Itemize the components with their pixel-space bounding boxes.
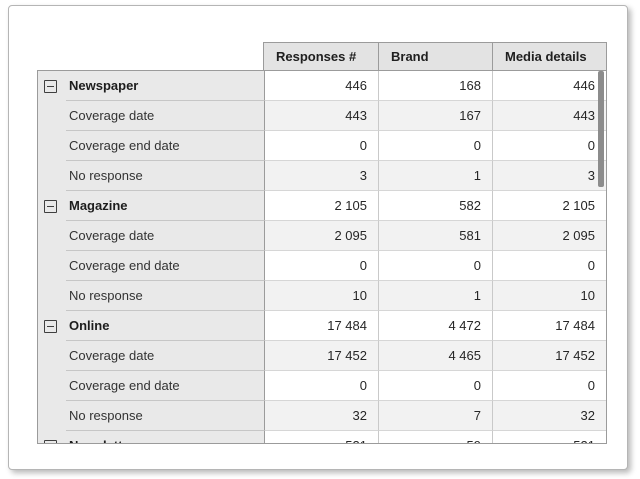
value-cell: 443 xyxy=(264,101,378,131)
value-cell: 2 095 xyxy=(492,221,606,251)
value-cell: 0 xyxy=(492,131,606,161)
data-grid: Responses # Brand Media details Newspape… xyxy=(37,42,607,444)
row-label: Coverage end date xyxy=(38,131,264,161)
row-label[interactable]: Online xyxy=(38,311,264,341)
value-cell: 2 105 xyxy=(492,191,606,221)
content-card: Responses # Brand Media details Newspape… xyxy=(8,5,628,470)
value-cell: 2 105 xyxy=(264,191,378,221)
sub-row: Coverage date 2 095 581 2 095 xyxy=(38,221,606,251)
row-label: Coverage end date xyxy=(38,371,264,401)
row-label: Coverage date xyxy=(38,101,264,131)
row-label-text: Online xyxy=(69,318,110,333)
sub-row: No response 3 1 3 xyxy=(38,161,606,191)
row-label-text: No response xyxy=(69,168,143,183)
row-label: Coverage date xyxy=(38,221,264,251)
value-cell: 10 xyxy=(264,281,378,311)
collapse-minus-icon[interactable] xyxy=(44,320,57,333)
column-header-media-details[interactable]: Media details xyxy=(492,43,606,70)
row-label[interactable]: Newsletter xyxy=(38,431,264,443)
grid-header-row: Responses # Brand Media details xyxy=(263,42,607,70)
value-cell: 0 xyxy=(492,371,606,401)
row-label: No response xyxy=(38,401,264,431)
sub-row: No response 10 1 10 xyxy=(38,281,606,311)
value-cell: 59 xyxy=(378,431,492,443)
row-label: No response xyxy=(38,281,264,311)
value-cell: 167 xyxy=(378,101,492,131)
value-cell: 4 465 xyxy=(378,341,492,371)
group-row: Newsletter 52159521 xyxy=(38,431,606,443)
row-label-text: Coverage end date xyxy=(69,138,180,153)
value-cell: 168 xyxy=(378,71,492,101)
row-label[interactable]: Magazine xyxy=(38,191,264,221)
value-cell: 0 xyxy=(264,251,378,281)
value-cell: 1 xyxy=(378,161,492,191)
value-cell: 0 xyxy=(378,251,492,281)
value-cell: 10 xyxy=(492,281,606,311)
value-cell: 32 xyxy=(492,401,606,431)
value-cell: 581 xyxy=(378,221,492,251)
row-label-text: Newsletter xyxy=(69,438,135,443)
value-cell: 2 095 xyxy=(264,221,378,251)
vertical-scrollbar-thumb[interactable] xyxy=(598,71,604,187)
value-cell: 446 xyxy=(492,71,606,101)
value-cell: 17 484 xyxy=(264,311,378,341)
row-label-text: Newspaper xyxy=(69,78,139,93)
row-label-text: Magazine xyxy=(69,198,128,213)
sub-row: Coverage date 443 167 443 xyxy=(38,101,606,131)
row-label-text: No response xyxy=(69,288,143,303)
row-label-text: Coverage end date xyxy=(69,258,180,273)
value-cell: 0 xyxy=(264,131,378,161)
value-cell: 4 472 xyxy=(378,311,492,341)
sub-row: No response 32 7 32 xyxy=(38,401,606,431)
value-cell: 0 xyxy=(378,131,492,161)
sub-row: Coverage date 17 452 4 465 17 452 xyxy=(38,341,606,371)
value-cell: 0 xyxy=(264,371,378,401)
value-cell: 17 452 xyxy=(492,341,606,371)
value-cell: 0 xyxy=(378,371,492,401)
row-label[interactable]: Newspaper xyxy=(38,71,264,101)
value-cell: 32 xyxy=(264,401,378,431)
row-label-text: Coverage end date xyxy=(69,378,180,393)
value-cell: 1 xyxy=(378,281,492,311)
row-label: Coverage date xyxy=(38,341,264,371)
row-label-text: Coverage date xyxy=(69,108,155,123)
sub-row: Coverage end date 0 0 0 xyxy=(38,371,606,401)
sub-row: Coverage end date 0 0 0 xyxy=(38,251,606,281)
value-cell: 446 xyxy=(264,71,378,101)
value-cell: 0 xyxy=(492,251,606,281)
value-cell: 3 xyxy=(492,161,606,191)
value-cell: 3 xyxy=(264,161,378,191)
row-label-text: Coverage date xyxy=(69,228,155,243)
value-cell: 17 484 xyxy=(492,311,606,341)
value-cell: 443 xyxy=(492,101,606,131)
collapse-minus-icon[interactable] xyxy=(44,200,57,213)
group-row: Online 17 484 4 472 17 484 xyxy=(38,311,606,341)
row-label: No response xyxy=(38,161,264,191)
value-cell: 582 xyxy=(378,191,492,221)
group-row: Newspaper 446 168 446 xyxy=(38,71,606,101)
row-label: Coverage end date xyxy=(38,251,264,281)
value-cell: 17 452 xyxy=(264,341,378,371)
value-cell: 521 xyxy=(264,431,378,443)
column-header-responses[interactable]: Responses # xyxy=(276,49,357,64)
grid-rows: Newspaper 446 168 446 Coverage date 443 167 443… xyxy=(38,71,606,443)
collapse-minus-icon[interactable] xyxy=(44,440,57,443)
sub-row: Coverage end date 0 0 0 xyxy=(38,131,606,161)
row-label-text: Coverage date xyxy=(69,348,155,363)
grid-body-viewport: Newspaper 446 168 446 Coverage date 443 167 443… xyxy=(37,70,607,444)
row-label-text: No response xyxy=(69,408,143,423)
column-header-brand[interactable]: Brand xyxy=(378,43,492,70)
value-cell: 521 xyxy=(492,431,606,443)
group-row: Magazine 2 105 582 2 105 xyxy=(38,191,606,221)
collapse-minus-icon[interactable] xyxy=(44,80,57,93)
value-cell: 7 xyxy=(378,401,492,431)
